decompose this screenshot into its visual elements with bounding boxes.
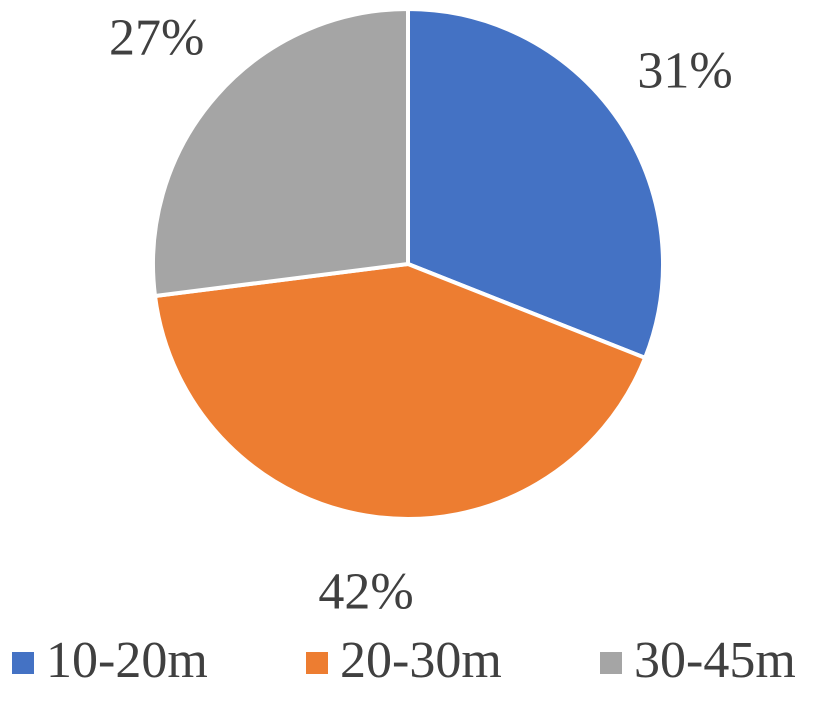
legend-swatch [12,652,34,674]
legend-label: 20-30m [340,632,502,689]
data-label: 42% [318,563,413,620]
legend-swatch [600,652,622,674]
data-label: 27% [109,9,204,66]
pie-slice [152,261,648,521]
legend-label: 30-45m [634,632,796,689]
pie-slice [406,6,665,361]
pie-slice [151,6,410,299]
legend-swatch [306,652,328,674]
legend-label: 10-20m [46,632,208,689]
data-label: 31% [637,43,732,100]
